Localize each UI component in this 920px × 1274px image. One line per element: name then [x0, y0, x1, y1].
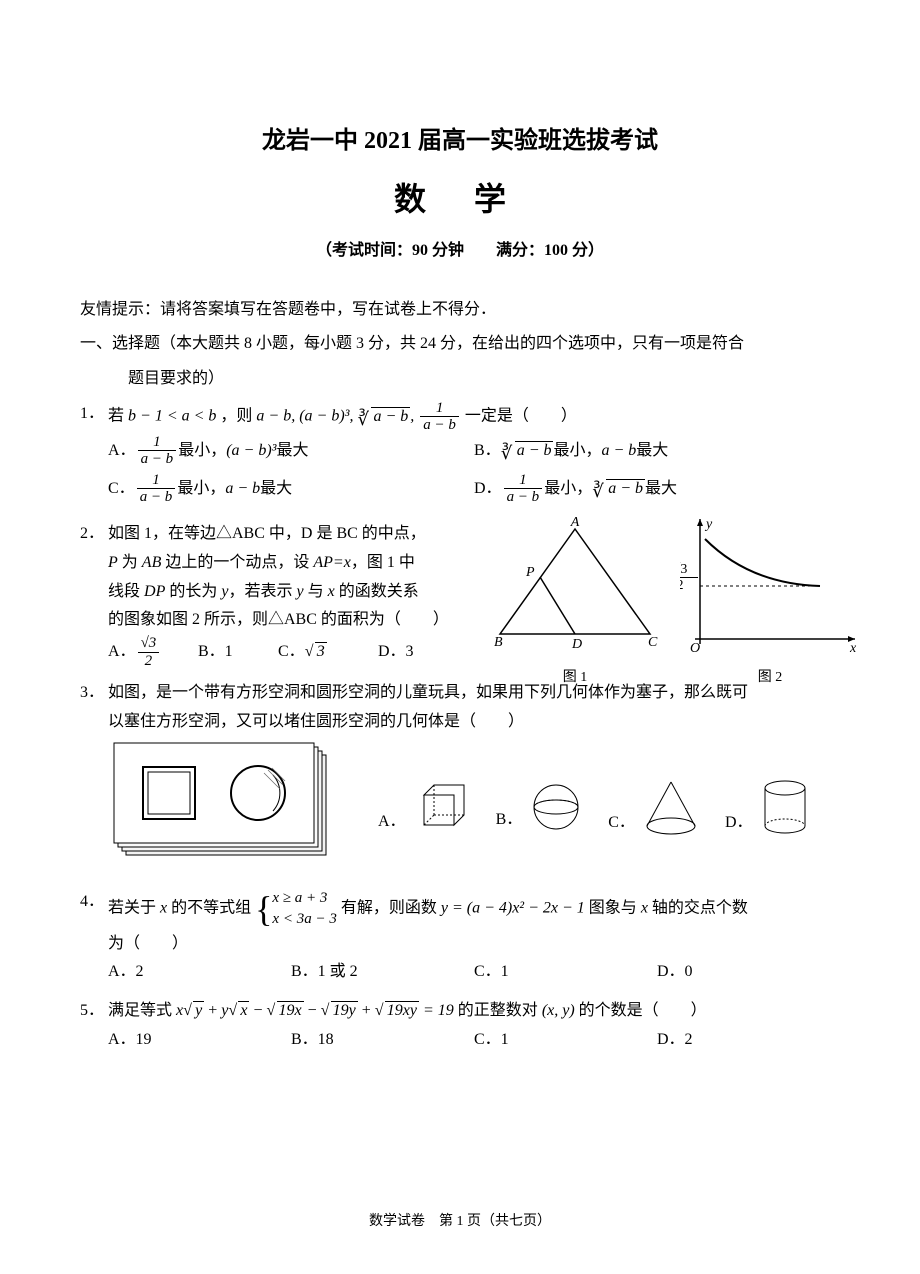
- svg-text:A: A: [570, 515, 580, 530]
- q5-opt-b: B．18: [291, 1026, 474, 1055]
- q3-opt-a: A．: [378, 777, 472, 837]
- q3-body: 如图，是一个带有方形空洞和圆形空洞的儿童玩具，如果用下列几何体作为塞子，那么既可…: [108, 679, 840, 737]
- q2-opt-a: A． √32: [108, 635, 198, 669]
- q2-opt-d: D．3: [378, 635, 448, 669]
- question-5: 5． 满足等式 xy + yx − 19x − 19y + 19xy = 19 …: [80, 997, 840, 1055]
- q5-opt-c: C．1: [474, 1026, 657, 1055]
- svg-text:y: y: [704, 517, 713, 532]
- svg-text:D: D: [571, 637, 582, 652]
- q1-opt-c: C． 1a − b 最小， a − b 最大: [108, 472, 474, 506]
- q5-opt-d: D．2: [657, 1026, 840, 1055]
- q2-l1: 如图 1，在等边△ABC 中，D 是 BC 的中点，: [108, 520, 488, 549]
- svg-text:P: P: [525, 565, 535, 580]
- q1-post: 一定是（ ）: [465, 408, 577, 425]
- q5-body: 满足等式 xy + yx − 19x − 19y + 19xy = 19 的正整…: [108, 997, 840, 1026]
- q1-list: a − b, (a − b)³,: [256, 408, 357, 425]
- q4-opt-d: D．0: [657, 958, 840, 987]
- q2-opt-c: C． 3: [278, 635, 378, 669]
- svg-text:x: x: [849, 641, 857, 654]
- q1-mid: ，则: [220, 408, 256, 425]
- q4-opt-c: C．1: [474, 958, 657, 987]
- section-1-head-l2: 题目要求的）: [80, 365, 840, 394]
- q3-toy-figure: [108, 737, 338, 878]
- q1-body: 若 b − 1 < a < b ，则 a − b, (a − b)³, a − …: [108, 400, 840, 434]
- q2-fig2: O x y √32 图 2: [680, 514, 860, 690]
- q4-l2: 为（ ）: [108, 930, 840, 959]
- notice: 友情提示：请将答案填写在答题卷中，写在试卷上不得分．: [80, 296, 840, 325]
- q1-cond: b − 1 < a < b: [128, 408, 216, 425]
- q4-opt-b: B．1 或 2: [291, 958, 474, 987]
- q3-opt-b: B．: [496, 779, 585, 835]
- question-4: 4． 若关于 x 的不等式组 {x ≥ a + 3x < 3a − 3 有解，则…: [80, 888, 840, 988]
- q3-opt-d: D．: [725, 776, 811, 838]
- q5-num: 5．: [80, 997, 108, 1026]
- q1-num: 1．: [80, 400, 108, 434]
- q1-opt-d: D． 1a − b 最小， a − b 最大: [474, 472, 840, 506]
- section-1-head-l1: 一、选择题（本大题共 8 小题，每小题 3 分，共 24 分，在给出的四个选项中…: [80, 330, 840, 359]
- q1-frac: 1a − b: [420, 400, 459, 434]
- q5-opt-a: A．19: [108, 1026, 291, 1055]
- q3-l2: 以塞住方形空洞，又可以堵住圆形空洞的几何体是（ ）: [108, 708, 840, 737]
- q1-opt-b: B． a − b 最小， a − b 最大: [474, 434, 840, 468]
- title-subject: 数 学: [80, 171, 840, 229]
- question-3: 3． 如图，是一个带有方形空洞和圆形空洞的儿童玩具，如果用下列几何体作为塞子，那…: [80, 679, 840, 877]
- question-1: 1． 若 b − 1 < a < b ，则 a − b, (a − b)³, a…: [80, 400, 840, 510]
- svg-text:O: O: [690, 641, 700, 654]
- q2-opt-b: B．1: [198, 635, 278, 669]
- exam-info: （考试时间：90 分钟 满分：100 分）: [80, 237, 840, 266]
- q2-fig1: A B C D P 图 1: [490, 514, 660, 690]
- q2-l2: P 为 AB 边上的一个动点，设 AP=x，图 1 中: [108, 549, 488, 578]
- q2-l4: 的图象如图 2 所示，则△ABC 的面积为（ ）: [108, 606, 488, 635]
- q3-opt-c: C．: [608, 776, 701, 838]
- q3-options: A． B． C．: [378, 776, 811, 838]
- q4-opt-a: A．2: [108, 958, 291, 987]
- q2-num: 2．: [80, 520, 108, 635]
- question-2: 2． 如图 1，在等边△ABC 中，D 是 BC 的中点， P 为 AB 边上的…: [80, 520, 840, 669]
- q2-body: 如图 1，在等边△ABC 中，D 是 BC 的中点， P 为 AB 边上的一个动…: [108, 520, 488, 635]
- q3-l1: 如图，是一个带有方形空洞和圆形空洞的儿童玩具，如果用下列几何体作为塞子，那么既可: [108, 679, 840, 708]
- q1-cbrt: a − b: [357, 403, 410, 432]
- title-main: 龙岩一中 2021 届高一实验班选拔考试: [80, 120, 840, 163]
- q1-pre: 若: [108, 408, 128, 425]
- svg-text:B: B: [494, 635, 503, 650]
- page-footer: 数学试卷 第 1 页（共七页）: [0, 1209, 920, 1234]
- q3-num: 3．: [80, 679, 108, 737]
- q4-body: 若关于 x 的不等式组 {x ≥ a + 3x < 3a − 3 有解，则函数 …: [108, 888, 840, 959]
- q2-l3: 线段 DP 的长为 y，若表示 y 与 x 的函数关系: [108, 578, 488, 607]
- q2-figures: A B C D P 图 1 O x y √32: [490, 514, 860, 690]
- q1-opt-a: A． 1a − b 最小， (a − b)³ 最大: [108, 434, 474, 468]
- q4-num: 4．: [80, 888, 108, 959]
- svg-text:C: C: [648, 635, 658, 650]
